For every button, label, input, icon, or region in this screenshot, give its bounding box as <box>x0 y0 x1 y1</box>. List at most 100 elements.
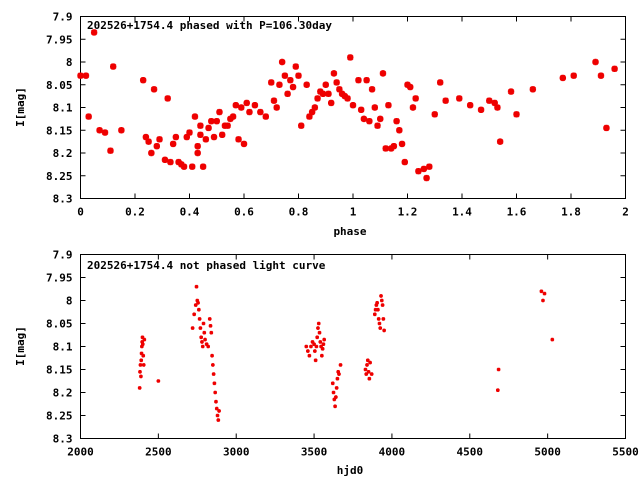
data-point <box>375 300 380 305</box>
data-point <box>202 330 207 335</box>
x-tick-label: 4500 <box>457 446 484 459</box>
y-tick-label: 8.15 <box>46 124 73 137</box>
data-point <box>382 145 389 152</box>
data-point <box>210 362 215 367</box>
data-point <box>401 158 408 166</box>
data-point <box>603 124 610 132</box>
data-point <box>396 127 403 134</box>
data-point <box>186 129 193 136</box>
data-point <box>316 326 320 331</box>
data-point <box>142 337 147 342</box>
data-point <box>196 307 201 312</box>
data-point <box>197 316 202 321</box>
data-point <box>494 104 501 111</box>
data-point <box>232 102 240 109</box>
data-point <box>349 102 357 109</box>
y-ticks: 7.9 7.95 8 8.05 8.1 8.15 8.2 8.25 8.3 <box>46 249 626 446</box>
unphased-light-curve-chart: 2000 2500 3000 3500 4000 4500 5000 5500 7.9 7.95… <box>14 249 639 478</box>
y-tick-label: 8.3 <box>53 433 73 446</box>
data-point <box>322 81 329 88</box>
data-point <box>210 353 214 358</box>
data-point <box>139 77 147 84</box>
data-point <box>199 335 204 340</box>
data-point <box>341 92 349 100</box>
data-point <box>308 108 316 116</box>
x-tick-label: 5000 <box>534 446 561 459</box>
x-tick-label: 3500 <box>301 446 328 459</box>
data-point <box>153 142 160 150</box>
data-point <box>278 58 286 66</box>
data-point <box>208 117 215 125</box>
x-ticks: 2000 2500 3000 3500 4000 4500 5000 5500 <box>67 254 639 459</box>
data-point <box>238 104 245 111</box>
data-point <box>169 140 177 148</box>
x-axis-label: hjd0 <box>337 464 364 477</box>
data-point <box>336 86 343 93</box>
data-point <box>344 95 351 102</box>
x-tick-label: 0.4 <box>180 206 200 219</box>
data-point <box>542 291 547 296</box>
data-point <box>257 108 264 116</box>
data-point <box>219 131 226 138</box>
data-point <box>513 111 520 118</box>
data-point <box>325 90 332 98</box>
data-point <box>210 133 218 141</box>
data-point <box>306 113 313 120</box>
data-point <box>198 326 203 331</box>
data-point <box>150 86 158 93</box>
data-point <box>110 63 117 70</box>
data-point <box>251 102 259 109</box>
data-point <box>385 102 392 109</box>
data-point <box>338 90 346 98</box>
data-point <box>214 399 218 404</box>
data-point <box>330 70 338 77</box>
data-point <box>360 115 368 123</box>
data-point <box>330 381 335 386</box>
data-point <box>371 104 378 111</box>
data-point <box>495 388 500 393</box>
data-point <box>276 81 283 88</box>
y-tick-label: 7.95 <box>46 33 73 46</box>
data-point <box>96 127 103 134</box>
data-point <box>336 369 341 374</box>
data-point <box>137 385 142 390</box>
data-point <box>357 106 365 113</box>
x-axis-label: phase <box>333 225 366 238</box>
y-tick-label: 8 <box>66 56 73 69</box>
data-point <box>366 369 371 374</box>
data-point <box>387 145 395 152</box>
data-point <box>85 113 92 120</box>
data-point <box>319 344 323 349</box>
data-point <box>477 106 485 113</box>
y-tick-label: 8.1 <box>53 102 73 115</box>
data-point <box>212 381 217 386</box>
data-point <box>437 79 444 86</box>
data-point <box>379 298 384 303</box>
data-point <box>273 104 280 111</box>
data-point <box>333 404 338 409</box>
data-point <box>175 158 182 166</box>
y-tick-label: 8.05 <box>46 79 73 92</box>
x-ticks: 0 0.2 0.4 0.6 0.8 1 1.2 1.4 1.6 1.8 2 <box>77 16 629 219</box>
data-point <box>138 369 142 374</box>
data-point <box>328 99 335 107</box>
phased-light-curve-chart: 0 0.2 0.4 0.6 0.8 1 1.2 1.4 1.6 1.8 2 7.9 7.95 8 8.05… <box>14 11 629 239</box>
data-point <box>148 149 155 157</box>
data-point <box>319 353 324 358</box>
data-point <box>209 330 214 335</box>
data-point <box>217 408 222 413</box>
data-point <box>322 337 327 342</box>
data-point <box>372 312 377 317</box>
x-tick-label: 1.8 <box>561 206 581 219</box>
data-point <box>374 122 381 129</box>
data-point <box>376 316 381 321</box>
x-tick-label: 0.2 <box>125 206 145 219</box>
data-point <box>368 86 376 93</box>
data-point <box>227 115 234 123</box>
data-point <box>367 376 372 381</box>
x-tick-label: 1 <box>350 206 357 219</box>
data-point <box>224 122 231 129</box>
data-point <box>373 307 378 312</box>
x-tick-label: 2000 <box>67 446 94 459</box>
data-point <box>118 127 125 134</box>
